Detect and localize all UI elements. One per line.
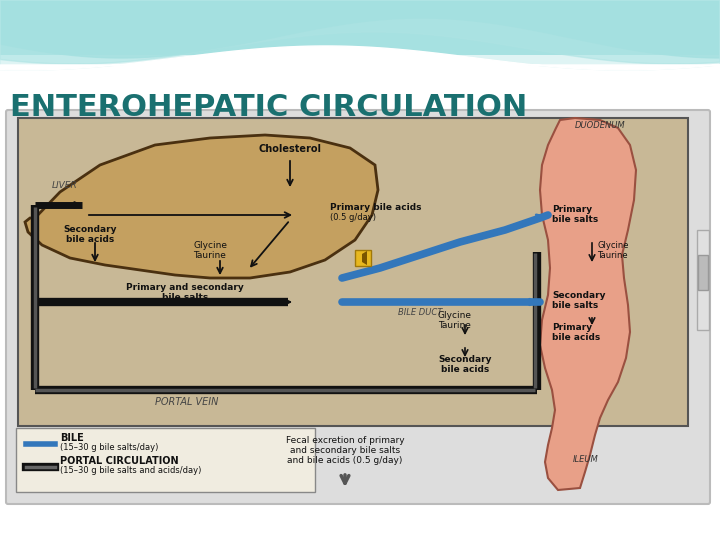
Text: Taurine: Taurine	[597, 251, 628, 260]
Text: Primary bile acids: Primary bile acids	[330, 203, 421, 212]
Text: Taurine: Taurine	[438, 321, 472, 330]
FancyBboxPatch shape	[6, 110, 710, 504]
Text: (15–30 g bile salts and acids/day): (15–30 g bile salts and acids/day)	[60, 466, 202, 475]
Text: (15–30 g bile salts/day): (15–30 g bile salts/day)	[60, 443, 158, 452]
Text: LIVER: LIVER	[52, 181, 78, 190]
Text: bile acids: bile acids	[552, 333, 600, 342]
Text: bile acids: bile acids	[441, 365, 489, 374]
Text: Fecal excretion of primary: Fecal excretion of primary	[286, 436, 405, 445]
Polygon shape	[25, 135, 378, 278]
Bar	[698, 255, 708, 290]
Text: BILE: BILE	[60, 433, 84, 443]
FancyBboxPatch shape	[355, 250, 371, 266]
Text: bile salts: bile salts	[162, 293, 208, 302]
Text: Cholesterol: Cholesterol	[258, 144, 322, 154]
Text: PORTAL VEIN: PORTAL VEIN	[155, 397, 218, 407]
Text: Glycine: Glycine	[597, 241, 629, 250]
Text: ENTEROHEPATIC CIRCULATION: ENTEROHEPATIC CIRCULATION	[10, 93, 527, 122]
Text: Secondary: Secondary	[63, 225, 117, 234]
Text: Glycine: Glycine	[193, 241, 227, 250]
Bar	[0, 55, 720, 110]
Text: (0.5 g/day): (0.5 g/day)	[330, 213, 376, 222]
Text: bile acids: bile acids	[66, 235, 114, 244]
Text: BILE DUCT: BILE DUCT	[398, 308, 442, 317]
Polygon shape	[362, 251, 367, 265]
Text: bile salts: bile salts	[552, 301, 598, 310]
Bar	[697, 230, 709, 330]
Text: and bile acids (0.5 g/day): and bile acids (0.5 g/day)	[287, 456, 402, 465]
Text: Taurine: Taurine	[194, 251, 226, 260]
Text: DUODENUM: DUODENUM	[575, 121, 626, 130]
Text: Secondary: Secondary	[552, 291, 606, 300]
Text: bile salts: bile salts	[552, 215, 598, 224]
FancyBboxPatch shape	[16, 428, 315, 492]
Text: Primary and secondary: Primary and secondary	[126, 283, 244, 292]
Text: PORTAL CIRCULATION: PORTAL CIRCULATION	[60, 456, 179, 466]
Text: Primary: Primary	[552, 205, 592, 214]
FancyBboxPatch shape	[18, 118, 688, 426]
Text: Secondary: Secondary	[438, 355, 492, 364]
Text: Primary: Primary	[552, 323, 592, 332]
Text: Glycine: Glycine	[438, 311, 472, 320]
Polygon shape	[540, 118, 636, 490]
Bar	[0, 0, 720, 110]
Text: and secondary bile salts: and secondary bile salts	[290, 446, 400, 455]
Text: ILEUM: ILEUM	[573, 455, 599, 464]
